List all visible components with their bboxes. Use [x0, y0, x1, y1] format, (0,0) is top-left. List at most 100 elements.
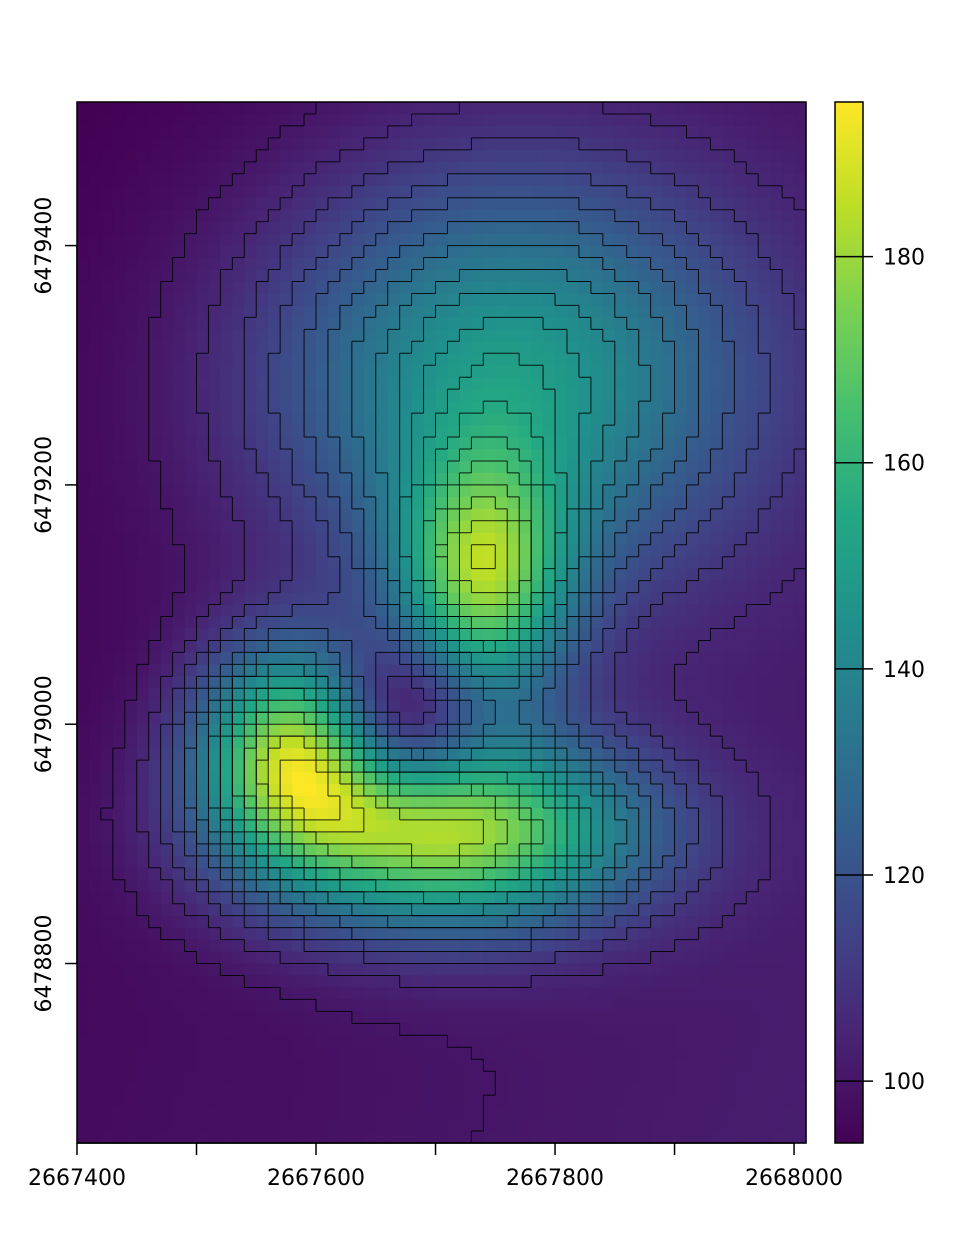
heatmap-cell: [794, 963, 807, 977]
heatmap-cell: [447, 484, 461, 498]
heatmap-cell: [316, 520, 329, 534]
heatmap-cell: [387, 975, 401, 989]
heatmap-cell: [746, 1023, 759, 1036]
heatmap-cell: [543, 1071, 556, 1084]
heatmap-cell: [794, 161, 807, 175]
heatmap-cell: [794, 102, 807, 115]
heatmap-cell: [280, 712, 293, 725]
heatmap-cell: [220, 425, 233, 438]
heatmap-cell: [77, 891, 90, 905]
heatmap-cell: [794, 580, 807, 594]
heatmap-cell: [88, 401, 102, 414]
heatmap-cell: [555, 987, 568, 1001]
heatmap-cell: [794, 520, 807, 534]
heatmap-cell: [184, 604, 198, 618]
heatmap-cell: [184, 592, 198, 606]
heatmap-cell: [758, 197, 771, 211]
heatmap-cell: [77, 903, 90, 917]
heatmap-cell: [351, 1011, 365, 1024]
heatmap-cell: [148, 161, 162, 175]
heatmap-cell: [327, 676, 341, 689]
heatmap-cell: [674, 592, 688, 606]
heatmap-cell: [794, 1035, 807, 1048]
heatmap-cell: [578, 102, 592, 115]
heatmap-cell: [316, 975, 329, 989]
heatmap-cell: [160, 712, 174, 725]
heatmap-cell: [292, 532, 305, 546]
heatmap-cell: [351, 137, 365, 151]
heatmap-cell: [590, 975, 604, 989]
heatmap-cell: [770, 137, 783, 151]
heatmap-cell: [650, 197, 664, 211]
heatmap-cell: [88, 173, 102, 187]
heatmap-cell: [268, 532, 281, 546]
heatmap-cell: [268, 712, 281, 725]
heatmap-cell: [662, 879, 676, 893]
heatmap-cell: [758, 137, 771, 151]
heatmap-cell: [244, 748, 257, 761]
heatmap-cell: [650, 604, 664, 618]
heatmap-cell: [351, 843, 365, 857]
heatmap-cell: [722, 975, 735, 989]
heatmap-cell: [531, 496, 544, 510]
heatmap-cell: [746, 401, 759, 414]
heatmap-cell: [339, 113, 353, 127]
heatmap-cell: [136, 987, 150, 1001]
heatmap-cell: [638, 185, 652, 199]
heatmap-cell: [782, 784, 795, 797]
heatmap-cell: [268, 161, 281, 175]
heatmap-cell: [77, 1023, 90, 1036]
heatmap-cell: [483, 245, 496, 259]
heatmap-cell: [614, 353, 628, 366]
heatmap-cell: [662, 975, 676, 989]
heatmap-cell: [531, 1047, 544, 1060]
heatmap-cell: [196, 1071, 210, 1084]
heatmap-cell: [351, 891, 365, 905]
heatmap-cell: [638, 221, 652, 235]
heatmap-cell: [196, 377, 210, 390]
heatmap-cell: [423, 712, 437, 725]
heatmap-cell: [758, 951, 771, 965]
heatmap-cell: [734, 173, 747, 187]
heatmap-cell: [590, 879, 604, 893]
heatmap-cell: [280, 807, 293, 821]
heatmap-cell: [531, 963, 544, 977]
heatmap-cell: [483, 939, 496, 953]
heatmap-cell: [531, 1023, 544, 1036]
heatmap-cell: [638, 149, 652, 163]
heatmap-cell: [447, 843, 461, 857]
heatmap-cell: [160, 460, 174, 474]
heatmap-cell: [375, 125, 389, 139]
heatmap-cell: [196, 317, 210, 330]
heatmap-cell: [674, 1023, 688, 1036]
heatmap-cell: [566, 365, 580, 378]
heatmap-cell: [626, 903, 640, 917]
heatmap-cell: [148, 796, 162, 809]
heatmap-cell: [698, 580, 711, 594]
heatmap-cell: [399, 736, 413, 749]
heatmap-cell: [136, 640, 150, 654]
heatmap-cell: [411, 843, 425, 857]
heatmap-cell: [399, 125, 413, 139]
heatmap-cell: [638, 580, 652, 594]
heatmap-cell: [710, 293, 723, 307]
heatmap-cell: [423, 831, 437, 845]
heatmap-cell: [662, 305, 676, 318]
heatmap-cell: [100, 640, 114, 654]
heatmap-cell: [124, 843, 138, 857]
heatmap-cell: [196, 604, 210, 618]
heatmap-cell: [327, 389, 341, 402]
heatmap-cell: [495, 496, 508, 510]
heatmap-cell: [626, 592, 640, 606]
heatmap-cell: [220, 520, 233, 534]
heatmap-cell: [543, 113, 556, 127]
heatmap-cell: [746, 867, 759, 881]
heatmap-cell: [483, 281, 496, 295]
heatmap-cell: [136, 532, 150, 546]
heatmap-cell: [495, 640, 508, 654]
heatmap-cell: [423, 125, 437, 139]
heatmap-cell: [148, 664, 162, 677]
heatmap-cell: [339, 772, 353, 785]
heatmap-cell: [268, 592, 281, 606]
heatmap-cell: [292, 772, 305, 785]
